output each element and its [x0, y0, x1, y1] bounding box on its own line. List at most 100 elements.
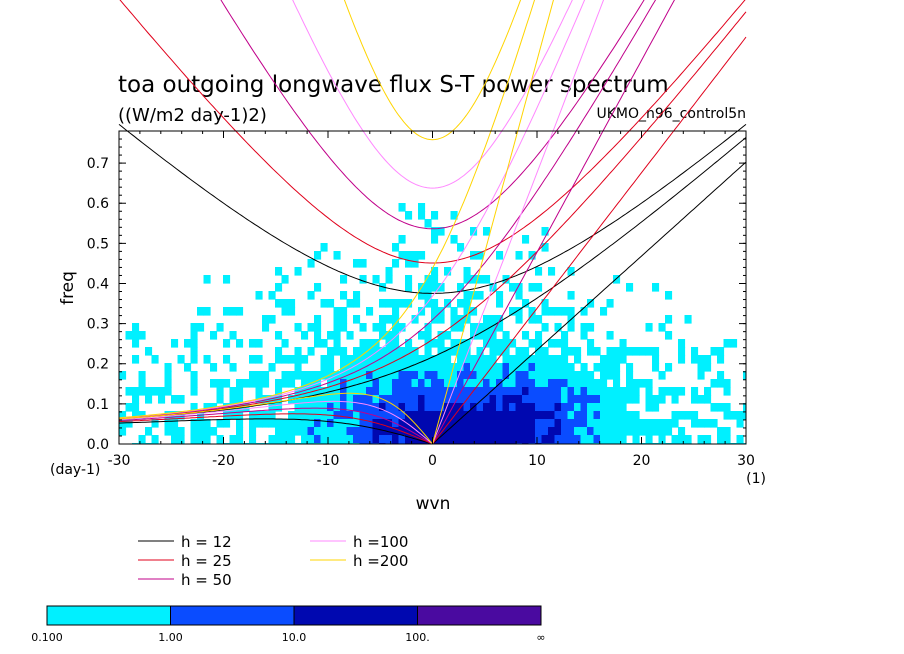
heatmap-cell [424, 339, 432, 348]
heatmap-cell [483, 403, 491, 412]
heatmap-cell [255, 291, 263, 300]
heatmap-cell [522, 411, 530, 420]
heatmap-cell [275, 403, 283, 412]
heatmap-cell [372, 363, 380, 372]
heatmap-cell [658, 427, 666, 436]
heatmap-cell [639, 347, 647, 356]
heatmap-cell [314, 387, 322, 396]
heatmap-cell [535, 411, 543, 420]
heatmap-cell [398, 235, 406, 244]
heatmap-cell [606, 395, 614, 404]
heatmap-cell [671, 395, 679, 404]
heatmap-cell [450, 347, 458, 356]
heatmap-cell [385, 275, 393, 284]
heatmap-cell [522, 355, 530, 364]
heatmap-cell [528, 435, 536, 444]
heatmap-cell [177, 427, 185, 436]
heatmap-cell [418, 403, 426, 412]
heatmap-cell [288, 435, 296, 444]
heatmap-cell [333, 339, 341, 348]
heatmap-cell [561, 395, 569, 404]
heatmap-cell [606, 411, 614, 420]
heatmap-cell [639, 427, 647, 436]
heatmap-cell [223, 411, 231, 420]
heatmap-cell [444, 427, 452, 436]
heatmap-cell [223, 355, 231, 364]
heatmap-cell [476, 323, 484, 332]
heatmap-cell [548, 395, 556, 404]
heatmap-cell [353, 403, 361, 412]
heatmap-cell [314, 331, 322, 340]
heatmap-cell [281, 427, 289, 436]
heatmap-cell [307, 371, 315, 380]
heatmap-cell [268, 411, 276, 420]
heatmap-cell [535, 363, 543, 372]
heatmap-cell [483, 363, 491, 372]
heatmap-cell [710, 403, 718, 412]
dispersion-curve-er [118, 407, 433, 445]
heatmap-cell [262, 395, 270, 404]
heatmap-cell [723, 435, 731, 444]
heatmap-cell [450, 371, 458, 380]
heatmap-cell [418, 203, 426, 212]
heatmap-cell [340, 307, 348, 316]
heatmap-cell [515, 395, 523, 404]
heatmap-cell [340, 411, 348, 420]
heatmap-cell [405, 355, 413, 364]
heatmap-cell [567, 371, 575, 380]
heatmap-cell [418, 387, 426, 396]
heatmap-cell [203, 419, 211, 428]
heatmap-cell [606, 419, 614, 428]
heatmap-cell [431, 419, 439, 428]
heatmap-cell [496, 315, 504, 324]
heatmap-cell [587, 379, 595, 388]
heatmap-cell [717, 403, 725, 412]
heatmap-cell [411, 387, 419, 396]
heatmap-cell [424, 299, 432, 308]
heatmap-cell [385, 403, 393, 412]
heatmap-cell [132, 355, 140, 364]
heatmap-cell [463, 379, 471, 388]
heatmap-cell [327, 403, 335, 412]
heatmap-cell [236, 379, 244, 388]
heatmap-cell [294, 355, 302, 364]
heatmap-cell [164, 371, 172, 380]
heatmap-cell [294, 411, 302, 420]
heatmap-cell [379, 323, 387, 332]
heatmap-cell [489, 371, 497, 380]
heatmap-cell [164, 419, 172, 428]
heatmap-cell [385, 427, 393, 436]
heatmap-cell [509, 283, 517, 292]
heatmap-cell [366, 387, 374, 396]
heatmap-cell [307, 347, 315, 356]
heatmap-cell [346, 387, 354, 396]
heatmap-cell [327, 419, 335, 428]
heatmap-cell [405, 283, 413, 292]
heatmap-cell [132, 331, 140, 340]
heatmap-cell [314, 283, 322, 292]
heatmap-cell [528, 403, 536, 412]
heatmap-cell [535, 371, 543, 380]
heatmap-cell [691, 419, 699, 428]
heatmap-cell [671, 435, 679, 444]
heatmap-cell [580, 331, 588, 340]
heatmap-cell [372, 435, 380, 444]
heatmap-cell [626, 347, 634, 356]
heatmap-cell [418, 331, 426, 340]
heatmap-cell [314, 323, 322, 332]
heatmap-cell [314, 251, 322, 260]
heatmap-cell [496, 411, 504, 420]
heatmap-cell [580, 403, 588, 412]
heatmap-cell [119, 411, 127, 420]
heatmap-cell [340, 371, 348, 380]
heatmap-cell [359, 427, 367, 436]
heatmap-cell [567, 403, 575, 412]
heatmap-cell [184, 339, 192, 348]
heatmap-cell [275, 427, 283, 436]
heatmap-cell [606, 355, 614, 364]
heatmap-cell [379, 435, 387, 444]
heatmap-cell [567, 307, 575, 316]
heatmap-cell [281, 371, 289, 380]
heatmap-cell [548, 267, 556, 276]
heatmap-cell [398, 395, 406, 404]
